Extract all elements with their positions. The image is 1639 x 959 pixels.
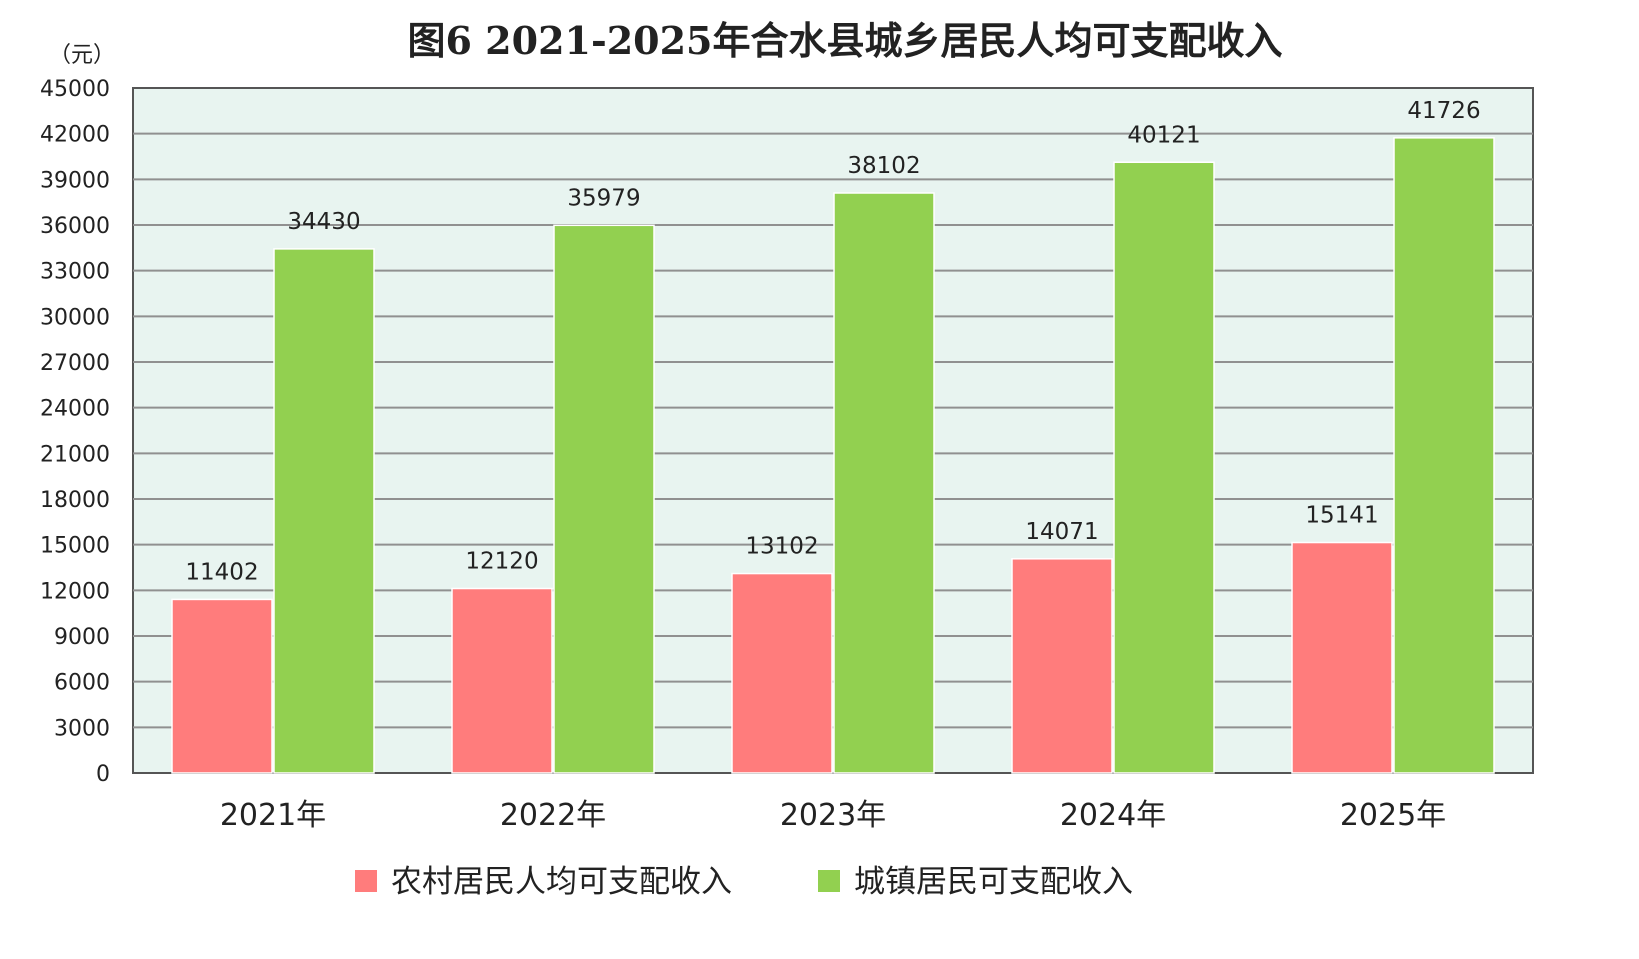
urban-income-bar	[1393, 137, 1495, 774]
x-tick-label: 2025年	[1340, 798, 1446, 833]
rural-income-bar	[1291, 541, 1393, 774]
legend-label-rural: 农村居民人均可支配收入	[391, 864, 732, 900]
x-tick-label: 2022年	[500, 798, 606, 833]
y-tick-label: 42000	[40, 123, 110, 148]
y-tick-label: 12000	[40, 579, 110, 604]
urban-income-value-label: 34430	[287, 209, 360, 235]
y-tick-label: 6000	[54, 671, 110, 696]
y-tick-label: 24000	[40, 397, 110, 422]
y-axis-unit-label: （元）	[49, 43, 115, 68]
urban-income-value-label: 41726	[1407, 98, 1480, 124]
y-tick-label: 39000	[40, 168, 110, 193]
x-tick-label: 2023年	[780, 798, 886, 833]
y-tick-label: 30000	[40, 305, 110, 330]
y-tick-label: 21000	[40, 442, 110, 467]
rural-income-value-label: 14071	[1025, 519, 1098, 545]
y-tick-label: 33000	[40, 260, 110, 285]
y-tick-label: 27000	[40, 351, 110, 376]
y-tick-label: 0	[96, 762, 110, 787]
rural-income-value-label: 11402	[185, 559, 258, 585]
rural-income-bar	[171, 598, 273, 774]
chart-title: 图6 2021-2025年合水县城乡居民人均可支配收入	[408, 18, 1283, 63]
legend-label-urban: 城镇居民可支配收入	[854, 864, 1133, 900]
rural-income-value-label: 13102	[745, 534, 818, 560]
bars	[171, 137, 1495, 774]
urban-income-value-label: 38102	[847, 153, 920, 179]
urban-income-value-label: 35979	[567, 185, 640, 211]
x-tick-label: 2021年	[220, 798, 326, 833]
rural-income-bar	[1011, 558, 1113, 774]
rural-income-bar	[731, 572, 833, 774]
urban-income-bar	[833, 192, 935, 774]
data-labels: 11402 34430 12120 35979 13102 38102 14071 40121…	[185, 98, 1480, 586]
urban-income-bar	[1113, 161, 1215, 774]
y-axis-ticks: 0 3000 6000 9000 12000 15000 18000 21000 24000 27…	[40, 77, 110, 787]
y-tick-label: 3000	[54, 716, 110, 741]
legend: 农村居民人均可支配收入 城镇居民可支配收入	[355, 864, 1133, 900]
legend-swatch-urban	[818, 870, 840, 892]
y-tick-label: 9000	[54, 625, 110, 650]
y-tick-label: 18000	[40, 488, 110, 513]
x-tick-label: 2024年	[1060, 798, 1166, 833]
rural-income-bar	[451, 587, 553, 774]
rural-income-value-label: 12120	[465, 549, 538, 575]
urban-income-bar	[273, 248, 375, 774]
y-tick-label: 15000	[40, 534, 110, 559]
rural-income-value-label: 15141	[1305, 503, 1378, 529]
y-tick-label: 36000	[40, 214, 110, 239]
urban-income-bar	[553, 224, 655, 774]
legend-swatch-rural	[355, 870, 377, 892]
urban-income-value-label: 40121	[1127, 122, 1200, 148]
y-tick-label: 45000	[40, 77, 110, 102]
x-axis-ticks: 2021年 2022年 2023年 2024年 2025年	[220, 798, 1446, 833]
